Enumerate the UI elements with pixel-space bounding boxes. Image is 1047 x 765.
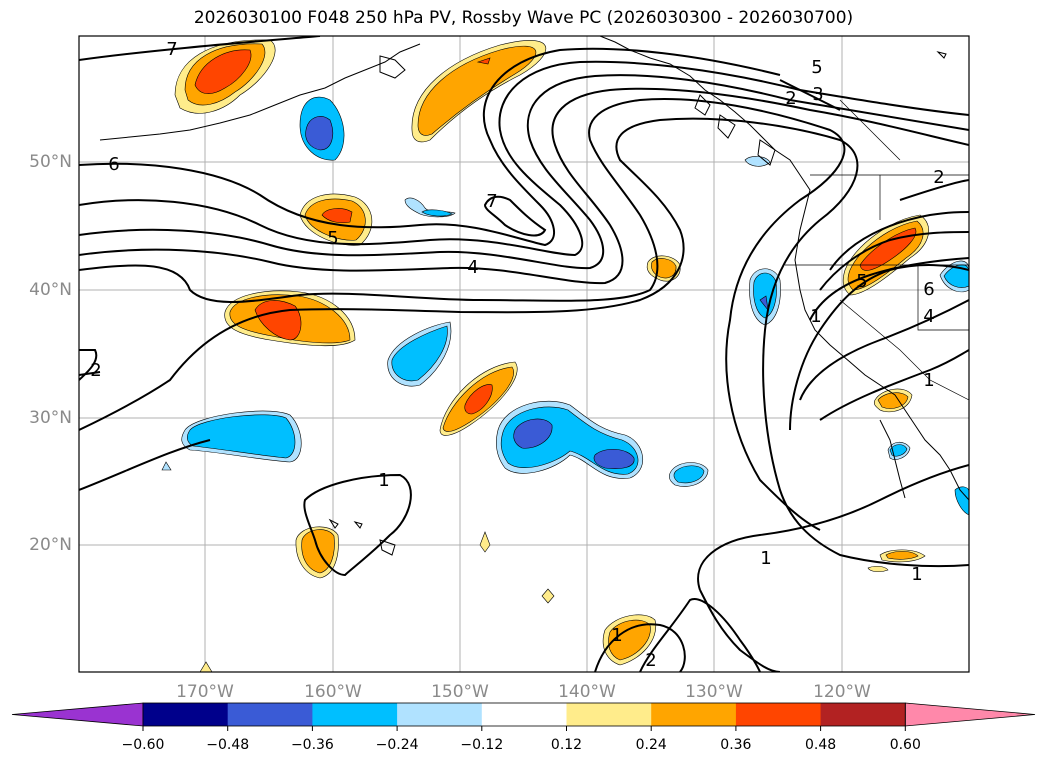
map-frame-bg (79, 36, 969, 672)
lon-label: 140°W (558, 682, 616, 702)
colorbar-segment (312, 703, 398, 726)
contour-label: 1 (760, 548, 771, 569)
colorbar-segment (566, 703, 652, 726)
lat-label: 40°N (29, 280, 72, 300)
contour-label: 2 (933, 167, 944, 188)
lon-label: 120°W (813, 682, 871, 702)
lon-label: 130°W (685, 682, 743, 702)
contour-label: 2 (645, 650, 656, 671)
colorbar-tick-label: −0.60 (121, 737, 165, 753)
contour-label: 7 (166, 39, 177, 60)
colorbar-tick-label: 0.12 (550, 737, 583, 753)
contour-label: 7 (486, 191, 497, 212)
colorbar-tick-label: 0.24 (635, 737, 667, 753)
colorbar-tick-label: −0.24 (375, 737, 419, 753)
contour-label: 5 (811, 57, 822, 78)
colorbar-segment (735, 703, 822, 726)
colorbar-segment (227, 703, 313, 726)
contour-label: 4 (923, 306, 934, 327)
rossby-wave-contours (79, 36, 969, 672)
contour-label: 5 (856, 271, 867, 292)
pv-anomaly-fills (161, 39, 969, 672)
contour-label: 4 (467, 257, 478, 278)
colorbar-tick-label: −0.12 (460, 737, 504, 753)
contour-label: 6 (108, 154, 119, 175)
colorbar-segment (397, 703, 483, 726)
contour-label: 2 (785, 88, 796, 109)
map-frame (78, 35, 970, 673)
contour-label: 1 (923, 370, 934, 391)
lat-label: 50°N (29, 152, 72, 172)
map-title: 2026030100 F048 250 hPa PV, Rossby Wave … (193, 8, 854, 28)
contour-label: 1 (378, 470, 389, 491)
colorbar-tick-label: −0.48 (206, 737, 250, 753)
colorbar-tick-label: 0.48 (805, 737, 837, 753)
contour-label: 1 (911, 564, 922, 585)
colorbar-segment (820, 703, 906, 726)
lat-label: 20°N (29, 535, 72, 555)
lon-label: 150°W (431, 682, 489, 702)
colorbar-segment (143, 703, 229, 726)
colorbar-tick-label: 0.36 (720, 737, 752, 753)
contour-label: 3 (812, 84, 823, 105)
contour-label: 6 (923, 279, 934, 300)
lon-label: 170°W (176, 682, 234, 702)
colorbar-segment (481, 703, 567, 726)
contour-label: 5 (327, 228, 338, 249)
contour-label: 1 (611, 625, 622, 646)
colorbar-tick-label: −0.36 (290, 737, 334, 753)
lat-label: 30°N (29, 408, 72, 428)
colorbar-outline (142, 702, 906, 727)
colorbar-extend-high (904, 702, 1036, 727)
contour-labels: 7 6 5 4 7 5 3 2 2 6 4 5 1 1 1 1 2 1 2 1 (90, 39, 944, 671)
colorbar-extend-low (11, 702, 144, 727)
lon-label: 160°W (304, 682, 362, 702)
colorbar-segment (651, 703, 737, 726)
colorbar-tick-label: 0.60 (889, 737, 921, 753)
contour-label: 2 (90, 360, 101, 381)
contour-label: 1 (810, 306, 821, 327)
